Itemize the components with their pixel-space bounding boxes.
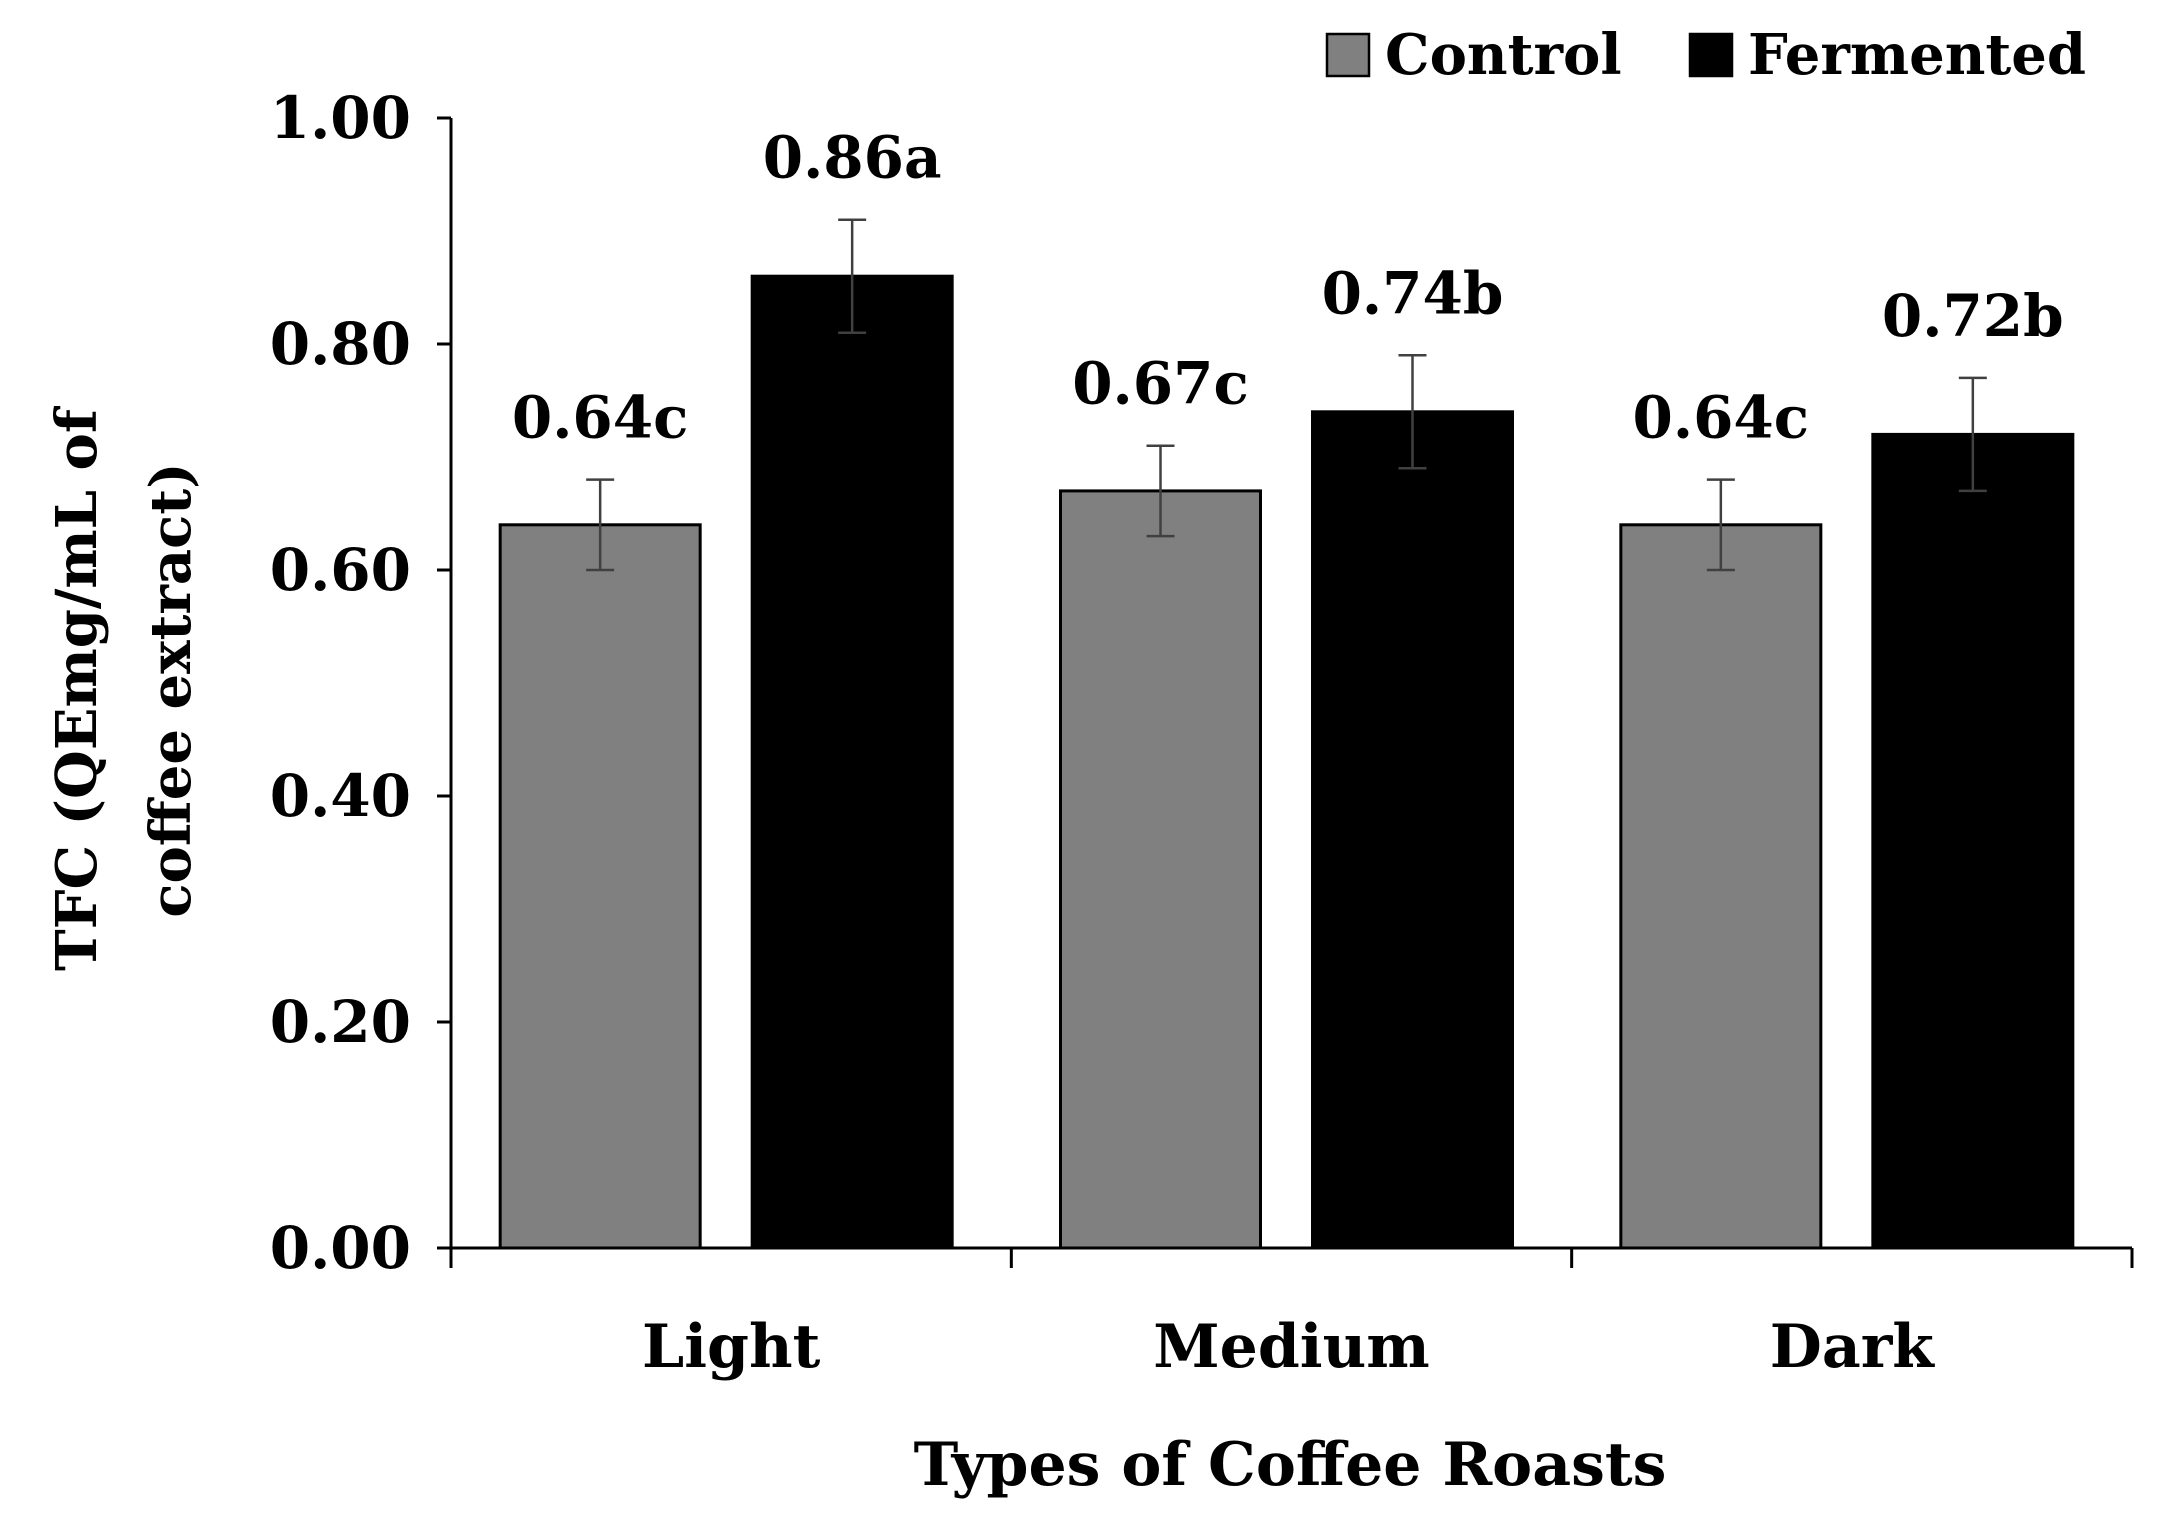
legend-label-control: Control (1385, 22, 1622, 88)
y-tick-label: 0.00 (270, 1214, 411, 1282)
legend: Control Fermented (1325, 22, 2086, 88)
y-axis-title-line-1: TFC (QEmg/mL of (44, 405, 110, 971)
bar-control-light (498, 523, 702, 1250)
bar-fermented-light (750, 274, 954, 1250)
data-label: 0.86a (763, 124, 942, 192)
bar-control-medium (1059, 489, 1262, 1250)
legend-swatch-control (1325, 32, 1371, 78)
data-label: 0.64c (1633, 384, 1810, 452)
data-labels-layer: 0.64c 0.67c 0.64c 0.86a 0.74b 0.72b (512, 124, 2064, 452)
x-axis-ticks: Light Medium Dark (449, 1248, 2134, 1382)
y-tick-label: 0.80 (270, 310, 411, 378)
y-tick-label: 0.60 (270, 536, 411, 604)
bar-control-dark (1619, 523, 1823, 1250)
y-axis-title: TFC (QEmg/mL of coffee extract) (44, 405, 204, 971)
data-label: 0.64c (512, 384, 689, 452)
x-axis-title: Types of Coffee Roasts (914, 1430, 1667, 1500)
y-tick-label: 0.20 (270, 988, 411, 1056)
data-label: 0.74b (1322, 259, 1504, 327)
data-label: 0.72b (1882, 282, 2064, 350)
y-tick-label: 1.00 (270, 84, 411, 152)
data-label: 0.67c (1072, 350, 1249, 418)
bar-fermented-dark (1871, 432, 2075, 1250)
x-tick-label: Medium (1153, 1312, 1429, 1382)
error-bars-layer (586, 218, 1987, 572)
x-tick-label: Light (642, 1312, 821, 1382)
x-tick-label: Dark (1770, 1312, 1936, 1382)
bars-layer (498, 274, 2075, 1250)
legend-label-fermented: Fermented (1748, 22, 2086, 88)
legend-swatch-fermented (1688, 32, 1734, 78)
y-tick-label: 0.40 (270, 762, 411, 830)
y-axis-ticks: 0.00 0.20 0.40 0.60 0.80 1.00 (270, 84, 451, 1282)
bar-fermented-medium (1311, 410, 1514, 1250)
y-axis-title-line-2: coffee extract) (138, 462, 204, 917)
